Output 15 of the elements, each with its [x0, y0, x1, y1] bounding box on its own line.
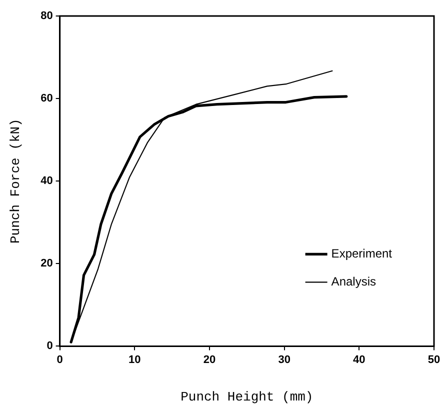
x-tick-label: 30	[278, 354, 290, 366]
x-tick-label: 10	[128, 354, 141, 366]
legend-label: Experiment	[331, 246, 393, 261]
y-tick-label: 0	[46, 340, 53, 352]
x-tick-label: 40	[353, 354, 366, 366]
y-axis-title: Punch Force (kN)	[8, 118, 24, 244]
x-tick-label: 50	[428, 354, 440, 366]
legend-label: Analysis	[331, 274, 376, 289]
x-tick-label: 0	[56, 354, 63, 366]
x-tick-label: 20	[203, 354, 216, 366]
y-tick-label: 20	[40, 258, 53, 270]
y-tick-label: 60	[40, 92, 53, 105]
x-axis-title: Punch Height (mm)	[180, 390, 314, 405]
y-tick-label: 80	[40, 10, 53, 22]
y-tick-label: 40	[40, 175, 53, 188]
